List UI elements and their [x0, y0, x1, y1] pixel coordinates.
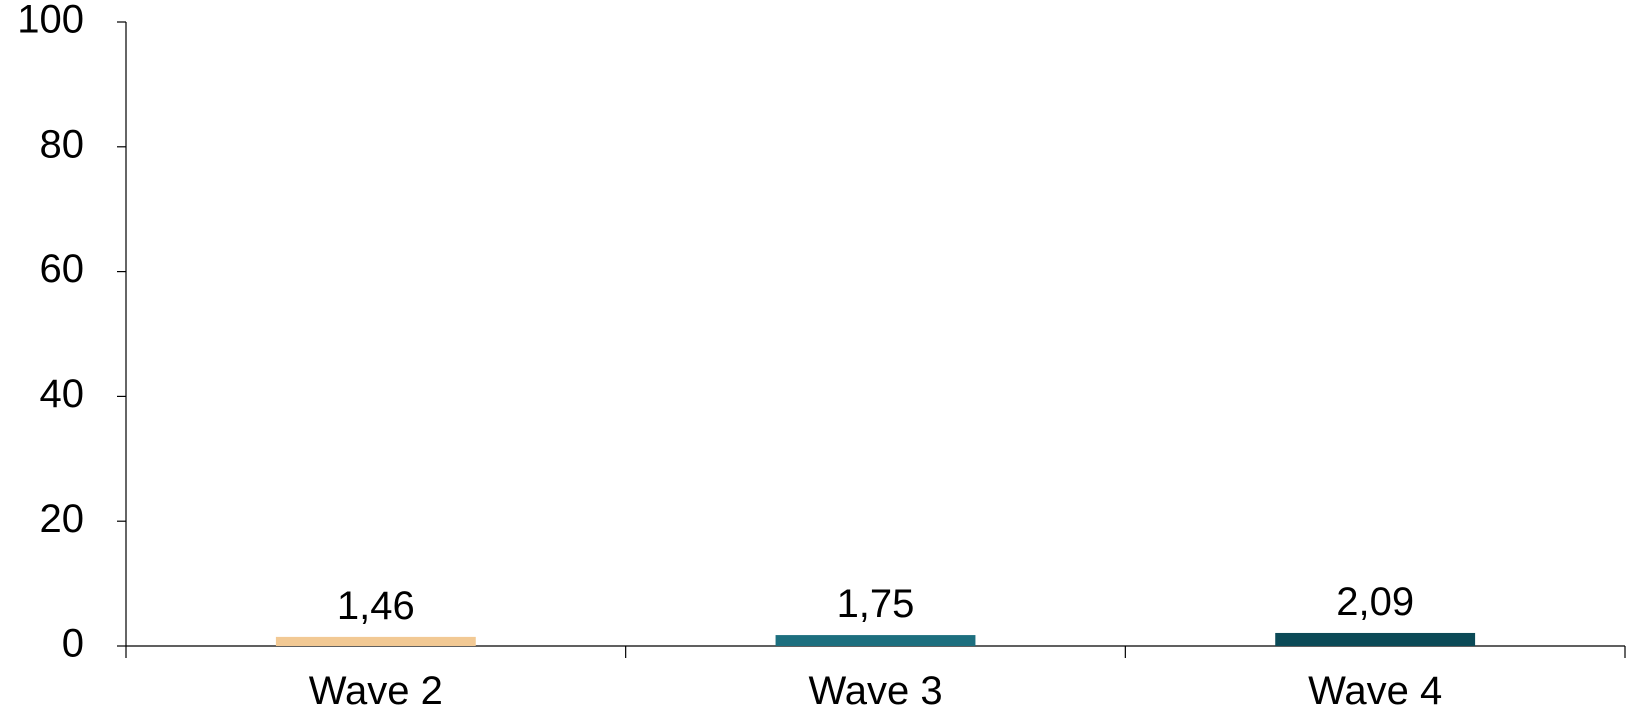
data-label: 1,46 — [337, 584, 415, 628]
bar-wave-4 — [1275, 632, 1476, 646]
data-label: 1,75 — [837, 582, 915, 626]
y-tick-label: 0 — [62, 622, 84, 666]
bar-wave-3 — [775, 635, 976, 646]
y-tick-label: 20 — [40, 497, 85, 541]
data-label: 2,09 — [1336, 580, 1414, 624]
y-tick-label: 40 — [40, 372, 85, 416]
x-category-label: Wave 2 — [309, 669, 443, 713]
y-tick-label: 100 — [17, 0, 84, 42]
data-labels: 1,46 1,75 2,09 — [337, 580, 1414, 628]
bar-wave-2 — [275, 636, 476, 646]
y-axis: 0 20 40 60 80 100 — [17, 0, 127, 666]
y-tick-label: 60 — [40, 247, 85, 291]
x-category-label: Wave 3 — [808, 669, 942, 713]
y-tick-label: 80 — [40, 122, 85, 166]
x-category-label: Wave 4 — [1308, 669, 1442, 713]
x-axis: Wave 2 Wave 3 Wave 4 — [125, 645, 1626, 713]
bars — [275, 632, 1476, 646]
